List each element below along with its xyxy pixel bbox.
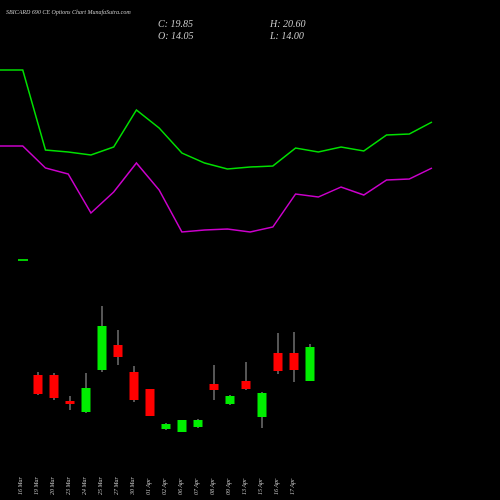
x-tick-label: 20 Mar bbox=[50, 477, 56, 495]
candle-body bbox=[97, 326, 107, 370]
candle-body bbox=[257, 393, 267, 417]
candle-body bbox=[225, 396, 235, 404]
x-tick-label: 19 Mar bbox=[34, 477, 40, 495]
candle-body bbox=[145, 389, 155, 416]
x-tick-label: 27 Mar bbox=[114, 477, 120, 495]
candle-body bbox=[33, 375, 43, 394]
candle-body bbox=[273, 353, 283, 371]
candle-body bbox=[65, 401, 75, 404]
candle-body bbox=[305, 347, 315, 381]
candle-body bbox=[177, 420, 187, 432]
candle-body bbox=[193, 420, 203, 427]
x-tick-label: 07 Apr bbox=[194, 478, 200, 495]
x-tick-label: 08 Apr bbox=[210, 478, 216, 495]
candle-body bbox=[49, 375, 59, 398]
candle-body bbox=[241, 381, 251, 389]
x-tick-label: 06 Apr bbox=[178, 478, 184, 495]
x-tick-label: 24 Mar bbox=[81, 477, 88, 495]
x-tick-label: 13 Apr bbox=[242, 478, 248, 495]
high-info: H: 20.60 bbox=[269, 19, 306, 30]
low-info: L: 14.00 bbox=[269, 31, 304, 42]
x-tick-label: 16 Apr bbox=[274, 478, 280, 495]
candle-body bbox=[129, 372, 139, 400]
x-tick-label: 01 Apr bbox=[146, 478, 152, 495]
candle-body bbox=[81, 388, 91, 412]
chart-title: SBICARD 690 CE Options Chart MunafaSutra… bbox=[6, 9, 131, 16]
x-tick-label: 25 Mar bbox=[98, 477, 104, 495]
line bbox=[0, 69, 433, 170]
x-tick-label: 02 Apr bbox=[162, 478, 168, 495]
line bbox=[0, 145, 433, 233]
close-info: C: 19.85 bbox=[158, 19, 193, 30]
candle-body bbox=[161, 424, 171, 429]
x-tick-label: 30 Mar bbox=[130, 477, 136, 496]
x-tick-label: 15 Apr bbox=[258, 478, 264, 495]
candle-body bbox=[209, 384, 219, 390]
candle-body bbox=[289, 353, 299, 370]
x-tick-label: 09 Apr bbox=[226, 478, 232, 495]
open-info: O: 14.05 bbox=[158, 31, 194, 42]
x-tick-label: 23 Mar bbox=[66, 477, 72, 495]
x-tick-label: 16 Mar bbox=[18, 477, 24, 495]
candle-body bbox=[113, 345, 123, 357]
x-tick-label: 17 Apr bbox=[290, 478, 296, 495]
